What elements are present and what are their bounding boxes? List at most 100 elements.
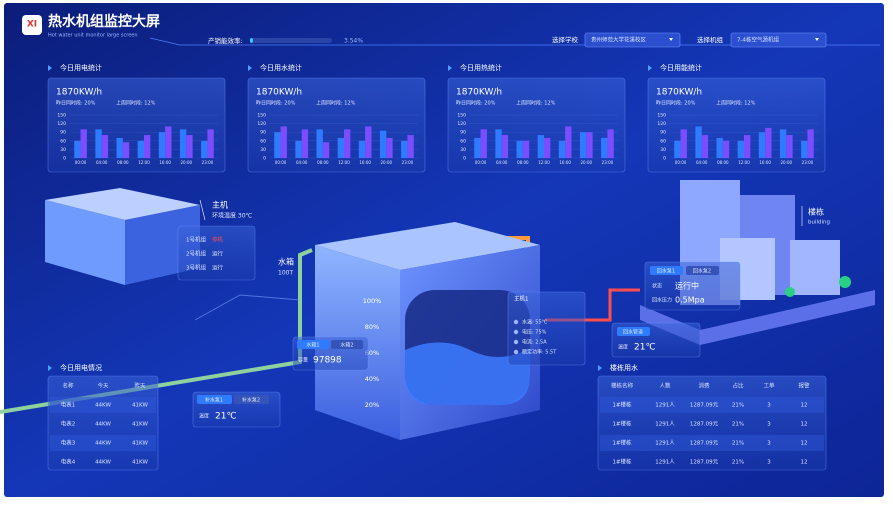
host-popup-icon xyxy=(513,339,519,345)
table-header: 今天 xyxy=(97,382,109,390)
table-header: 名称 xyxy=(62,382,74,390)
table-title-mark xyxy=(598,365,602,371)
host-popup-row: 水温: 55℃ xyxy=(522,319,548,326)
y-tick-label: 30 xyxy=(660,147,666,153)
bar xyxy=(316,129,323,158)
bar xyxy=(379,130,387,158)
table-cell: 1291人 xyxy=(655,459,675,466)
bar xyxy=(586,132,593,158)
x-tick-label: 04:00 xyxy=(496,160,508,165)
bar xyxy=(801,140,808,158)
table-title-mark xyxy=(48,365,52,371)
bar xyxy=(480,129,487,158)
table-cell: 21% xyxy=(732,403,744,409)
bar xyxy=(116,137,123,158)
inlet-temp-label: 温度 xyxy=(199,413,209,420)
inlet-tab[interactable] xyxy=(234,395,269,404)
panel-value: 1870KW/h xyxy=(656,88,702,98)
table-header: 报警 xyxy=(798,382,810,390)
host-popup-row: 电压: 75% xyxy=(522,329,547,336)
x-tick-label: 00:00 xyxy=(275,160,287,165)
table-cell: 1#楼栋 xyxy=(612,439,632,447)
y-tick-label: 60 xyxy=(60,138,66,144)
pump-tab[interactable] xyxy=(686,266,719,275)
unit-name: 1号机组 xyxy=(186,236,206,244)
pump-tab-label: 回水泵2 xyxy=(693,268,711,275)
y-tick-label: 30 xyxy=(460,147,466,153)
x-tick-label: 23:00 xyxy=(402,160,414,165)
table-cell: 1287.09元 xyxy=(690,402,719,409)
host-title: 主机 xyxy=(212,200,228,210)
bar xyxy=(301,129,309,158)
bar xyxy=(786,135,793,158)
bar xyxy=(344,129,351,158)
host-popup-row: 电流: 2.5A xyxy=(522,339,547,346)
y-tick-label: 0 xyxy=(263,156,266,162)
table-title: 今日用电情况 xyxy=(60,363,102,372)
bar xyxy=(358,140,366,158)
table-cell: 1287.09元 xyxy=(690,440,719,447)
bar xyxy=(674,140,681,158)
pump-tab[interactable] xyxy=(650,266,683,275)
tank-tab-label: 水箱2 xyxy=(340,342,353,349)
table-cell: 41KW xyxy=(132,403,148,409)
tank-tab[interactable] xyxy=(297,340,329,349)
pump-pressure-label: 回水压力 xyxy=(652,297,672,304)
tank-level: 40% xyxy=(365,375,379,383)
y-tick-label: 60 xyxy=(660,138,666,144)
bar xyxy=(695,126,702,158)
table-cell: 1291人 xyxy=(655,440,675,447)
panel-title-mark xyxy=(648,65,652,71)
bar xyxy=(558,140,566,158)
tank-tab[interactable] xyxy=(331,340,363,349)
bar xyxy=(144,135,151,158)
unit-dropdown[interactable] xyxy=(730,32,827,48)
inlet-temp: 21℃ xyxy=(215,412,237,422)
building-title: 楼栋 xyxy=(808,207,824,217)
panel-title-mark xyxy=(48,65,52,71)
table-cell: 44KW xyxy=(95,403,111,409)
bar xyxy=(737,140,744,158)
unit-name: 2号机组 xyxy=(186,250,206,258)
inlet-tab-label: 补水泵1 xyxy=(205,397,223,404)
bar xyxy=(186,135,193,158)
x-tick-label: 16:00 xyxy=(359,160,371,165)
bar xyxy=(516,140,523,158)
table-row-bg xyxy=(600,435,824,451)
table-cell: 3 xyxy=(767,422,771,428)
tank-level: 80% xyxy=(365,323,379,331)
table-row-bg xyxy=(600,397,824,413)
bar xyxy=(165,126,172,158)
tank-tab-label: 水箱1 xyxy=(306,342,319,349)
logo: XI xyxy=(27,20,37,30)
x-tick-label: 12:00 xyxy=(738,160,750,165)
bar xyxy=(401,140,408,158)
unit-value: 7-4栋空气源机组 xyxy=(737,36,779,44)
school-label: 选择学校 xyxy=(552,35,579,44)
tank-level: 60% xyxy=(365,349,379,357)
x-tick-label: 16:00 xyxy=(159,160,171,165)
y-tick-label: 150 xyxy=(57,113,66,119)
table-title: 楼栋用水 xyxy=(610,363,638,372)
bar xyxy=(137,140,144,158)
table-cell: 1#楼栋 xyxy=(612,420,632,428)
x-tick-label: 20:00 xyxy=(781,160,793,165)
bar xyxy=(779,129,787,158)
panel-compare-day: 昨日同时段: 20% xyxy=(656,100,696,107)
table-cell: 3 xyxy=(767,441,771,447)
unit-label: 选择机组 xyxy=(697,35,724,44)
x-tick-label: 23:00 xyxy=(602,160,614,165)
inlet-tab[interactable] xyxy=(197,395,232,404)
school-dropdown[interactable] xyxy=(584,32,681,48)
bar xyxy=(74,140,81,158)
bar xyxy=(280,126,287,158)
y-tick-label: 90 xyxy=(60,130,66,136)
bar xyxy=(565,126,572,158)
bar xyxy=(537,135,544,158)
panel-compare-day: 昨日同时段: 20% xyxy=(56,100,96,107)
y-tick-label: 0 xyxy=(663,156,666,162)
x-tick-label: 23:00 xyxy=(202,160,214,165)
y-tick-label: 30 xyxy=(60,147,66,153)
host-list-box xyxy=(177,225,256,281)
